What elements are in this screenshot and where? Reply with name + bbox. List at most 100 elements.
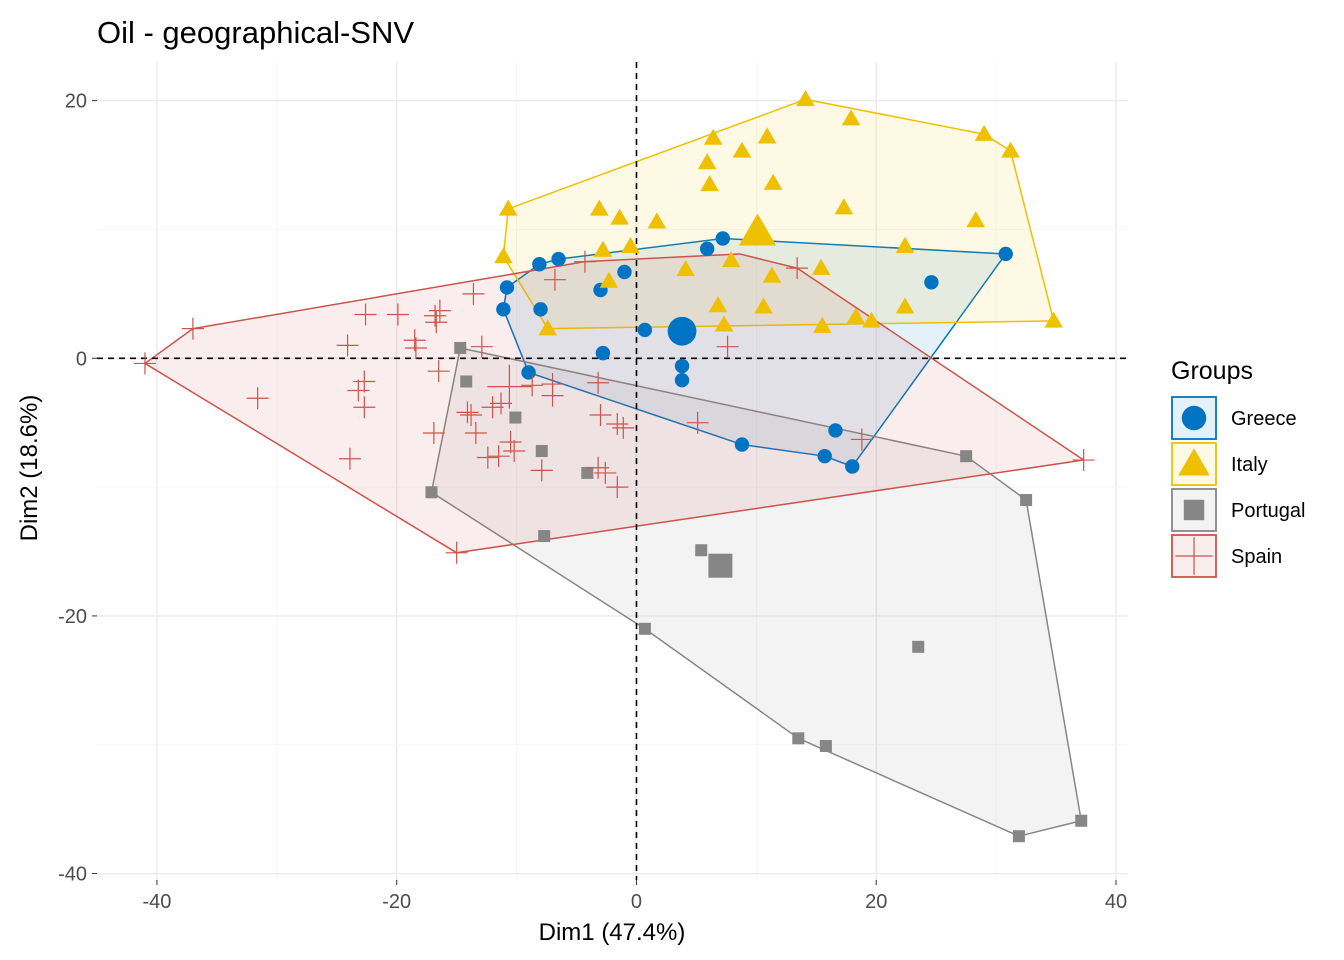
data-point-italy — [494, 247, 513, 264]
legend-label: Portugal — [1231, 500, 1306, 522]
data-point-italy — [676, 260, 695, 277]
data-point-italy — [593, 240, 613, 257]
data-point-greece — [674, 372, 690, 388]
series-spain — [133, 250, 1095, 564]
data-point-spain — [425, 311, 448, 334]
data-point-spain — [612, 416, 635, 439]
x-tick-label: 20 — [865, 891, 887, 913]
data-point-italy — [714, 315, 734, 332]
y-tick-label: 0 — [76, 348, 87, 370]
grid — [97, 62, 1128, 880]
x-tick-label: -20 — [382, 891, 411, 913]
legend-key-box — [1171, 488, 1217, 532]
data-point-greece — [637, 322, 653, 338]
data-point-italy — [703, 128, 723, 145]
data-point-portugal — [460, 375, 473, 388]
data-point-spain — [587, 371, 610, 394]
data-point-spain — [424, 304, 447, 327]
data-point-greece — [700, 241, 715, 256]
reference-lines — [97, 62, 1128, 880]
data-point-spain — [786, 257, 809, 280]
data-point-greece — [617, 264, 632, 280]
data-point-spain — [716, 335, 739, 358]
data-point-portugal — [1012, 830, 1025, 843]
data-point-italy — [610, 208, 629, 225]
data-point-greece — [998, 246, 1013, 262]
data-point-italy — [498, 199, 518, 216]
data-point-portugal — [638, 622, 651, 635]
data-point-spain — [181, 317, 204, 340]
data-point-italy — [812, 316, 832, 333]
data-point-spain — [354, 303, 377, 326]
data-point-spain — [606, 476, 629, 499]
data-point-spain — [462, 282, 485, 305]
data-point-greece — [532, 257, 547, 272]
legend-item-portugal: Portugal — [1171, 488, 1306, 532]
y-tick-label: 20 — [65, 91, 87, 113]
data-point-portugal — [960, 450, 973, 463]
data-point-italy — [834, 198, 854, 215]
data-point-spain — [530, 459, 553, 482]
data-point-spain — [686, 411, 709, 434]
chart-title: Oil - geographical-SNV — [97, 15, 414, 50]
centroid-italy — [738, 213, 777, 246]
data-point-spain — [589, 403, 612, 426]
legend-title: Groups — [1171, 357, 1253, 385]
data-point-spain — [490, 392, 513, 415]
data-point-spain — [476, 446, 499, 469]
data-point-italy — [966, 211, 986, 228]
data-point-italy — [708, 296, 728, 313]
data-point-italy — [697, 153, 717, 170]
x-tick-label: 40 — [1105, 891, 1127, 913]
x-axis-title: Dim1 (47.4%) — [539, 919, 686, 946]
legend-symbol-greece — [1181, 405, 1207, 431]
centroid-portugal — [708, 553, 733, 578]
data-point-italy — [796, 90, 815, 107]
data-point-spain — [338, 447, 361, 470]
data-point-portugal — [912, 640, 925, 653]
data-point-spain — [404, 336, 427, 359]
data-point-italy — [1001, 141, 1020, 158]
y-axis-title: Dim2 (18.6%) — [16, 395, 43, 542]
data-point-greece — [817, 448, 832, 464]
data-point-italy — [895, 236, 915, 253]
data-point-spain — [499, 431, 522, 454]
data-point-italy — [862, 311, 881, 328]
data-point-spain — [347, 379, 370, 402]
data-point-portugal — [695, 544, 708, 557]
data-point-portugal — [425, 486, 438, 499]
data-point-italy — [732, 141, 752, 158]
data-point-spain — [133, 352, 156, 375]
legend-symbol-italy — [1178, 448, 1210, 476]
data-point-italy — [762, 266, 782, 283]
data-points — [133, 90, 1095, 843]
data-point-italy — [754, 297, 773, 314]
data-point-italy — [721, 251, 741, 268]
data-point-spain — [353, 396, 376, 419]
data-point-spain — [386, 303, 409, 326]
data-point-spain — [594, 461, 617, 484]
data-point-spain — [460, 403, 483, 426]
series-italy — [494, 90, 1063, 336]
data-point-spain — [487, 445, 510, 468]
x-axis-ticks: -40 -20 0 20 40 — [142, 880, 1127, 913]
data-point-spain — [336, 334, 359, 357]
data-point-spain — [481, 396, 504, 419]
group-hulls — [144, 98, 1085, 837]
data-point-italy — [647, 212, 667, 229]
data-point-spain — [543, 268, 566, 291]
data-point-spain — [521, 374, 544, 397]
data-point-portugal — [792, 732, 805, 745]
centroid-spain — [487, 364, 532, 409]
data-point-italy — [757, 127, 777, 144]
data-point-spain — [1072, 449, 1095, 472]
legend-symbol-spain — [1175, 537, 1213, 575]
data-point-italy — [621, 236, 640, 253]
data-point-greece — [828, 423, 843, 438]
data-point-greece — [715, 231, 730, 246]
data-point-spain — [427, 360, 450, 383]
data-point-greece — [496, 302, 511, 317]
data-point-italy — [974, 124, 994, 141]
data-point-spain — [464, 421, 487, 444]
